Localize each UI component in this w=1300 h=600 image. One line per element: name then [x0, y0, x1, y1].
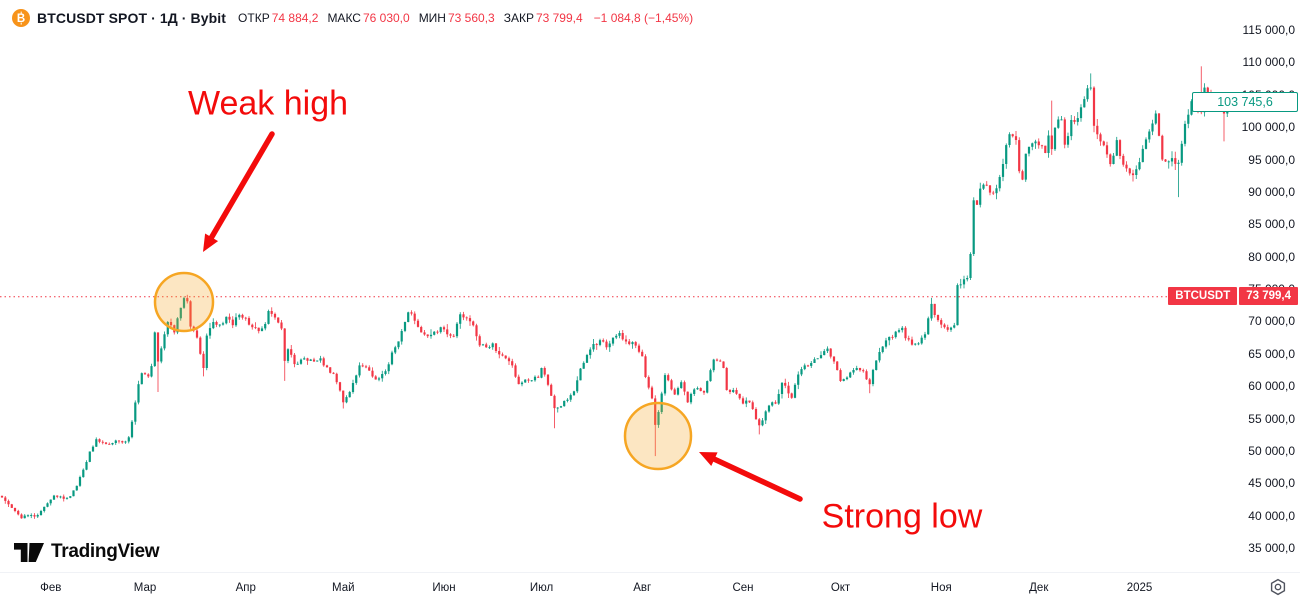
- price-axis-label: 100 000,0: [1241, 120, 1295, 135]
- open-label: ОТКР: [238, 11, 270, 25]
- low-pair: МИН 73 560,3: [419, 11, 495, 25]
- price-axis-label: 40 000,0: [1248, 508, 1295, 523]
- tradingview-watermark-text: TradingView: [51, 541, 160, 562]
- tradingview-watermark[interactable]: TradingView: [14, 541, 160, 563]
- time-axis-divider: [0, 572, 1300, 573]
- price-line-symbol-chip: BTCUSDT: [1168, 286, 1238, 305]
- strong-low-annotation-text[interactable]: Strong low: [821, 497, 983, 536]
- time-axis-label: Дек: [1029, 582, 1049, 594]
- price-axis-label: 70 000,0: [1248, 314, 1295, 329]
- high-value: 76 030,0: [362, 11, 410, 25]
- price-axis-label: 80 000,0: [1248, 249, 1295, 264]
- high-label: МАКС: [327, 11, 361, 25]
- price-axis-label: 85 000,0: [1248, 217, 1295, 232]
- open-pair: ОТКР 74 884,2: [238, 11, 318, 25]
- candlestick-series[interactable]: [0, 66, 1232, 519]
- time-axis-label: Сен: [732, 582, 754, 594]
- svg-text:B: B: [17, 13, 25, 25]
- open-value: 74 884,2: [271, 11, 319, 25]
- weak-high-annotation-text[interactable]: Weak high: [187, 84, 349, 123]
- price-line-label: BTCUSDT 73 799,4: [1168, 286, 1298, 305]
- price-axis-label: 50 000,0: [1248, 443, 1295, 458]
- price-axis-label: 95 000,0: [1248, 152, 1295, 167]
- price-axis-label: 60 000,0: [1248, 379, 1295, 394]
- close-label: ЗАКР: [503, 11, 534, 25]
- ohlc-values: ОТКР 74 884,2 МАКС 76 030,0 МИН 73 560,3…: [238, 11, 693, 25]
- price-axis-label: 55 000,0: [1248, 411, 1295, 426]
- price-axis-label: 35 000,0: [1248, 541, 1295, 555]
- price-line-value-chip: 73 799,4: [1239, 286, 1298, 305]
- weak-high-circle[interactable]: [153, 271, 215, 333]
- time-axis-label: 2025: [1126, 582, 1153, 594]
- time-axis-label: Апр: [235, 582, 256, 594]
- time-axis-label: Ноя: [930, 582, 952, 594]
- price-axis-label: 65 000,0: [1248, 346, 1295, 361]
- low-label: МИН: [418, 11, 446, 25]
- price-axis-label: 115 000,0: [1242, 23, 1296, 37]
- strong-low-arrow[interactable]: [699, 452, 803, 502]
- tradingview-logo-icon: [14, 542, 44, 562]
- symbol-title[interactable]: BTCUSDT SPOT · 1Д · Bybit: [37, 10, 227, 26]
- low-value: 73 560,3: [447, 11, 495, 25]
- weak-high-arrow[interactable]: [203, 131, 275, 252]
- price-axis-label: 45 000,0: [1248, 476, 1295, 491]
- time-axis-label: Июн: [432, 582, 456, 594]
- time-axis[interactable]: Фев Мар Апр Май Июн Июл Авг Сен Окт Ноя Дек 2025: [0, 575, 1300, 600]
- time-axis-label: Июл: [529, 582, 554, 594]
- strong-low-circle[interactable]: [623, 401, 693, 471]
- change-value: −1 084,8 (−1,45%): [593, 11, 694, 25]
- close-pair: ЗАКР 73 799,4: [504, 11, 583, 25]
- high-pair: МАКС 76 030,0: [327, 11, 409, 25]
- time-axis-label: Май: [331, 582, 355, 594]
- last-price-label: 103 745,6: [1192, 91, 1298, 112]
- price-axis-label: 110 000,0: [1242, 55, 1296, 70]
- time-axis-label: Мар: [133, 582, 157, 594]
- time-axis-label: Окт: [830, 582, 851, 594]
- price-scale-settings-icon[interactable]: [1268, 577, 1288, 597]
- bitcoin-logo-icon: B: [12, 9, 30, 27]
- close-value: 73 799,4: [535, 11, 583, 25]
- time-axis-label: Авг: [633, 582, 652, 594]
- chart-legend-header: B BTCUSDT SPOT · 1Д · Bybit ОТКР 74 884,…: [12, 7, 693, 29]
- price-axis-label: 90 000,0: [1248, 184, 1295, 199]
- time-axis-label: Фев: [40, 582, 62, 594]
